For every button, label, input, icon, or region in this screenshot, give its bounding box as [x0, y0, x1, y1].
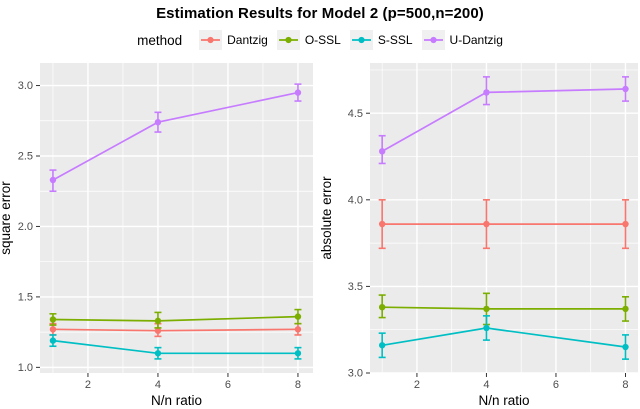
gridlines: [40, 63, 313, 373]
legend-item-s-ssl: S-SSL: [349, 30, 413, 50]
y-tick-label: 1.5: [18, 292, 33, 304]
data-point: [154, 317, 162, 325]
x-tick-label: 6: [553, 379, 559, 391]
data-point: [49, 326, 57, 333]
x-tick-label: 4: [483, 379, 489, 391]
legend-item-u-dantzig: U-Dantzig: [421, 30, 503, 50]
y-axis-title: square error: [0, 181, 13, 255]
y-tick-label: 3.0: [18, 80, 33, 92]
data-point: [49, 176, 57, 184]
legend-item-dantzig: Dantzig: [199, 30, 268, 50]
data-point: [622, 305, 629, 313]
data-point: [378, 220, 386, 228]
data-point: [49, 316, 57, 323]
y-tick-label: 3.5: [348, 281, 363, 293]
chart-title: Estimation Results for Model 2 (p=500,n=…: [156, 5, 484, 22]
data-point: [483, 305, 490, 313]
panel-background: [40, 63, 313, 373]
legend-item-o-ssl: O-SSL: [276, 30, 341, 50]
legend-label: O-SSL: [304, 33, 341, 47]
series-dantzig: [378, 199, 629, 250]
panel-square-error: 1.0 1.5 2.0 2.5 3.0 2 4 6 8: [18, 63, 313, 391]
x-tick-label: 8: [295, 379, 301, 391]
y-axis-title: absolute error: [319, 176, 334, 260]
data-point: [378, 148, 386, 155]
x-tick-label: 6: [225, 379, 231, 391]
y-tick-label: 1.0: [18, 362, 33, 374]
legend-items: Dantzig O-SSL S-SSL U-Dantzig: [190, 30, 503, 50]
data-point: [154, 118, 162, 126]
panel-background: [370, 63, 638, 373]
axis-ticks: 1.0 1.5 2.0 2.5 3.0 2 4 6 8: [18, 80, 301, 391]
series-u-dantzig: [378, 76, 629, 165]
data-point: [294, 326, 302, 333]
data-point: [154, 327, 162, 334]
data-point: [378, 342, 386, 349]
data-point: [294, 313, 302, 320]
legend-label: Dantzig: [227, 33, 268, 47]
legend: method Dantzig O-SSL S-SSL U-Dantzig: [0, 29, 640, 51]
y-tick-label: 4.0: [348, 194, 363, 206]
axis-ticks: 3.0 3.5 4.0 4.5 2 4 6 8: [348, 108, 629, 391]
y-tick-label: 4.5: [348, 108, 363, 120]
y-tick-label: 3.0: [348, 368, 363, 380]
legend-key-icon: [349, 30, 373, 50]
series-s-ssl: [378, 315, 629, 360]
data-point: [294, 89, 302, 96]
series-o-ssl: [49, 308, 302, 329]
data-point: [154, 350, 162, 357]
x-axis-title: N/n ratio: [151, 393, 202, 408]
x-tick-label: 2: [85, 379, 91, 391]
data-point: [622, 220, 629, 228]
data-point: [49, 337, 57, 344]
data-point: [622, 85, 629, 93]
data-point: [483, 89, 490, 96]
legend-title: method: [137, 32, 183, 48]
legend-label: S-SSL: [377, 33, 413, 47]
panel-absolute-error: 3.0 3.5 4.0 4.5 2 4 6 8: [348, 63, 638, 391]
legend-key-icon: [421, 30, 445, 50]
x-tick-label: 8: [622, 379, 628, 391]
x-tick-label: 4: [155, 379, 161, 391]
legend-key-icon: [276, 30, 300, 50]
data-point: [378, 303, 386, 311]
x-tick-label: 2: [414, 379, 420, 391]
data-point: [483, 220, 490, 228]
y-tick-label: 2.5: [18, 151, 33, 163]
data-point: [294, 350, 302, 357]
data-point: [483, 324, 490, 332]
x-axis-title: N/n ratio: [478, 393, 529, 408]
legend-label: U-Dantzig: [449, 33, 503, 47]
data-point: [622, 343, 629, 351]
legend-key-icon: [199, 30, 223, 50]
series-s-ssl: [49, 334, 302, 360]
series-u-dantzig: [49, 83, 302, 193]
y-tick-label: 2.0: [18, 221, 33, 233]
